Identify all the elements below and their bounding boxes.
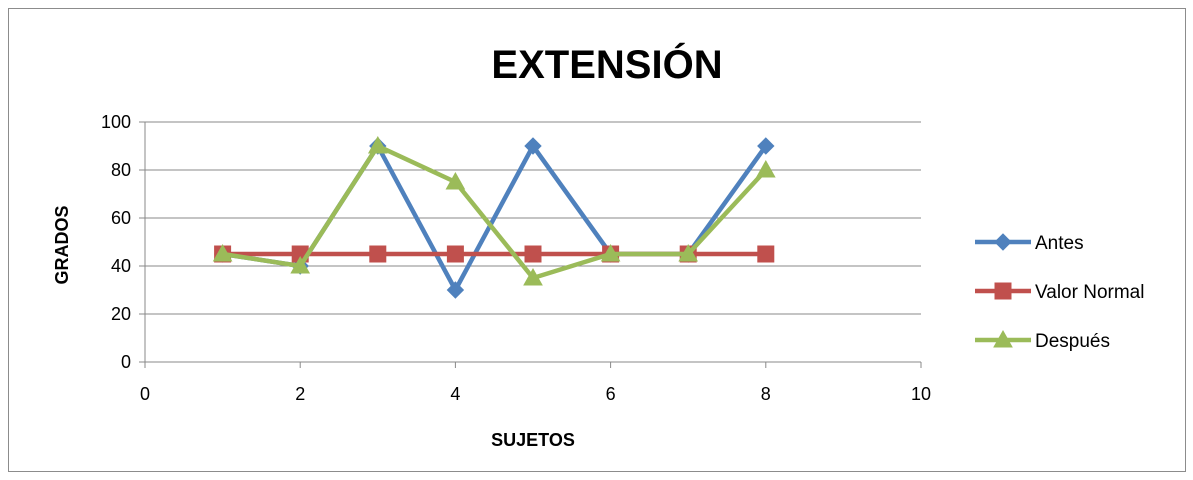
y-tick-label: 0 (121, 352, 131, 372)
legend-marker (993, 329, 1013, 348)
data-point (523, 267, 543, 286)
legend-item: Valor Normal (975, 282, 1144, 303)
y-tick-label: 40 (111, 256, 131, 276)
data-point (755, 159, 776, 178)
x-tick-label: 0 (140, 384, 150, 404)
y-tick-label: 80 (111, 160, 131, 180)
data-point (367, 135, 388, 154)
data-point (524, 137, 542, 155)
x-tick-label: 4 (450, 384, 460, 404)
series-group (212, 135, 776, 299)
chart-title: EXTENSIÓN (491, 41, 722, 87)
legend-label: Después (1035, 331, 1110, 352)
x-tick-label: 8 (761, 384, 771, 404)
data-point (446, 245, 464, 263)
legend: Antes Valor Normal Después (975, 233, 1144, 352)
data-point (369, 245, 387, 263)
data-point (757, 137, 775, 155)
y-axis-title: GRADOS (52, 205, 72, 284)
x-tick-label: 10 (911, 384, 931, 404)
data-point (757, 245, 775, 263)
y-tick-label: 20 (111, 304, 131, 324)
legend-label: Valor Normal (1035, 282, 1144, 303)
y-tick-label: 60 (111, 208, 131, 228)
series-line (222, 143, 768, 281)
legend-label: Antes (1035, 233, 1084, 254)
legend-item: Después (975, 329, 1110, 352)
axes (139, 121, 922, 368)
legend-marker (994, 233, 1012, 251)
x-tick-label: 2 (295, 384, 305, 404)
series-después (212, 135, 776, 286)
gridlines (145, 121, 921, 315)
x-tick-label: 6 (606, 384, 616, 404)
data-point (290, 255, 311, 274)
tick-labels: 0 20 40 60 80 100 0 2 4 6 8 10 (101, 112, 931, 404)
x-axis-title: SUJETOS (491, 430, 575, 450)
legend-marker (994, 282, 1012, 300)
data-point (445, 171, 466, 190)
y-tick-label: 100 (101, 112, 131, 132)
data-point (524, 245, 542, 263)
data-point (212, 243, 233, 262)
data-point (678, 243, 699, 262)
data-point (446, 281, 465, 299)
legend-item: Antes (975, 233, 1084, 254)
data-point (600, 243, 621, 262)
